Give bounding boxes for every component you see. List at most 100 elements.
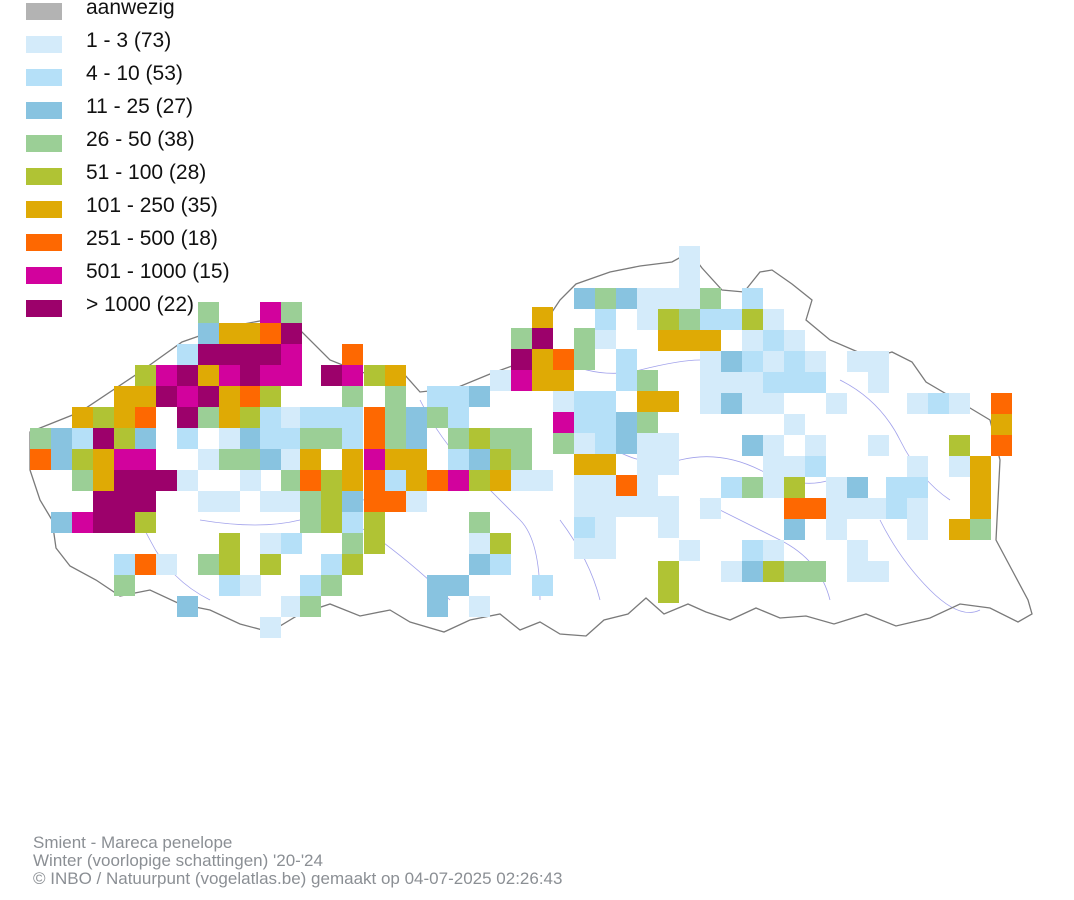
grid-cell (240, 344, 261, 365)
grid-cell (784, 498, 805, 519)
grid-cell (385, 449, 406, 470)
legend-item-over-1000: > 1000 (22) (24, 293, 324, 319)
grid-cell (260, 386, 281, 407)
grid-cell (700, 498, 721, 519)
grid-cell (742, 435, 763, 456)
grid-cell (574, 517, 595, 538)
grid-cell (490, 449, 511, 470)
grid-cell (616, 412, 637, 433)
grid-cell (364, 407, 385, 428)
grid-cell (219, 323, 240, 344)
grid-cell (595, 391, 616, 412)
grid-cell (658, 454, 679, 475)
grid-cell (177, 596, 198, 617)
grid-cell (991, 435, 1012, 456)
grid-cell (156, 554, 177, 575)
grid-cell (868, 351, 889, 372)
grid-cell (469, 596, 490, 617)
grid-cell (260, 554, 281, 575)
grid-cell (907, 456, 928, 477)
grid-cell (342, 554, 363, 575)
grid-cell (342, 428, 363, 449)
grid-cell (490, 554, 511, 575)
grid-cell (114, 407, 135, 428)
grid-cell (260, 491, 281, 512)
grid-cell (574, 349, 595, 370)
legend-label: 1 - 3 (73) (86, 29, 172, 52)
grid-cell (742, 561, 763, 582)
season-period: Winter (voorlopige schattingen) '20-'24 (33, 851, 323, 870)
legend-swatch (26, 201, 62, 218)
grid-cell (532, 349, 553, 370)
grid-cell (574, 328, 595, 349)
grid-cell (763, 372, 784, 393)
grid-cell (763, 540, 784, 561)
legend-item-26-50: 26 - 50 (38) (24, 128, 324, 154)
grid-cell (949, 393, 970, 414)
grid-cell (260, 302, 281, 323)
grid-cell (198, 344, 219, 365)
grid-cell (595, 454, 616, 475)
legend-label: 26 - 50 (38) (86, 128, 195, 151)
legend-item-51-100: 51 - 100 (28) (24, 161, 324, 187)
grid-cell (868, 561, 889, 582)
grid-cell (51, 512, 72, 533)
grid-cell (826, 393, 847, 414)
grid-cell (342, 470, 363, 491)
grid-cell (135, 407, 156, 428)
grid-cell (240, 365, 261, 386)
legend-swatch (26, 69, 62, 86)
grid-cell (532, 328, 553, 349)
grid-cell (868, 498, 889, 519)
grid-cell (406, 491, 427, 512)
grid-cell (553, 391, 574, 412)
grid-cell (763, 456, 784, 477)
legend-swatch (26, 168, 62, 185)
grid-cell (991, 393, 1012, 414)
legend-item-1-3: 1 - 3 (73) (24, 29, 324, 55)
grid-cell (300, 596, 321, 617)
grid-cell (847, 477, 868, 498)
grid-cell (72, 407, 93, 428)
grid-cell (448, 449, 469, 470)
grid-cell (469, 512, 490, 533)
grid-cell (448, 470, 469, 491)
grid-cell (553, 412, 574, 433)
grid-cell (574, 454, 595, 475)
legend-item-4-10: 4 - 10 (53) (24, 62, 324, 88)
grid-cell (511, 449, 532, 470)
grid-cell (281, 302, 302, 323)
grid-cell (364, 365, 385, 386)
grid-cell (595, 288, 616, 309)
legend-item-251-500: 251 - 500 (18) (24, 227, 324, 253)
grid-cell (886, 477, 907, 498)
grid-cell (406, 428, 427, 449)
grid-cell (616, 496, 637, 517)
grid-cell (364, 449, 385, 470)
grid-cell (595, 412, 616, 433)
grid-cell (93, 449, 114, 470)
grid-cell (281, 407, 302, 428)
grid-cell (177, 428, 198, 449)
grid-cell (114, 575, 135, 596)
grid-cell (805, 561, 826, 582)
legend-swatch (26, 234, 62, 251)
grid-cell (928, 393, 949, 414)
grid-cell (135, 470, 156, 491)
legend-item-11-25: 11 - 25 (27) (24, 95, 324, 121)
grid-cell (198, 323, 219, 344)
grid-cell (114, 470, 135, 491)
grid-cell (219, 365, 240, 386)
grid-cell (637, 454, 658, 475)
grid-cell (847, 351, 868, 372)
grid-cell (574, 433, 595, 454)
grid-cell (135, 428, 156, 449)
grid-cell (847, 540, 868, 561)
grid-cell (784, 477, 805, 498)
grid-cell (72, 470, 93, 491)
grid-cell (198, 407, 219, 428)
grid-cell (260, 449, 281, 470)
grid-cell (156, 365, 177, 386)
grid-cell (574, 412, 595, 433)
grid-cell (742, 540, 763, 561)
